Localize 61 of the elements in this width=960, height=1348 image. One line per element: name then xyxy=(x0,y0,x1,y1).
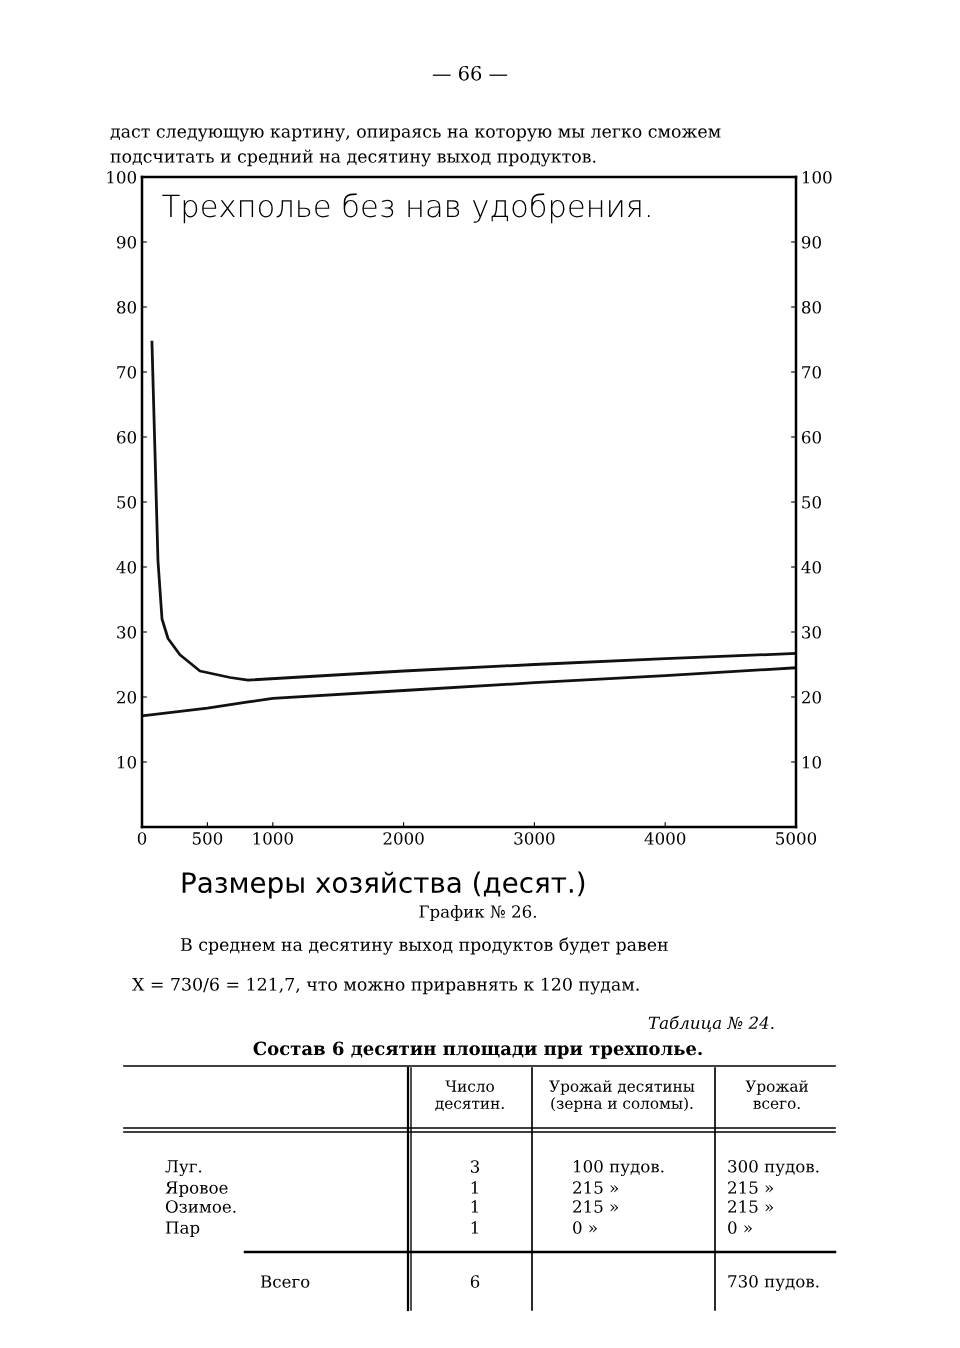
text: Урожай десятины (зерна и соломы). xyxy=(549,1080,695,1112)
line-series xyxy=(142,666,796,718)
text: 0 » xyxy=(728,1221,752,1234)
x-tick-label: 2000 xyxy=(383,832,424,845)
text: График № 26. xyxy=(419,904,536,922)
y2-tick-label: 70 xyxy=(802,365,821,379)
y2-tick-label: 90 xyxy=(801,235,821,249)
text: Яровое xyxy=(165,1181,228,1198)
x-tick-label: 3000 xyxy=(514,832,555,845)
text: — 66 — xyxy=(432,65,508,81)
x-tick-label: 500 xyxy=(192,832,223,845)
y2-tick-label: 60 xyxy=(801,430,821,444)
text: 1 xyxy=(471,1181,478,1194)
text: 215 » xyxy=(728,1200,774,1213)
y2-tick-label: 10 xyxy=(802,755,821,769)
text: Озимое. xyxy=(165,1200,236,1213)
y2-tick-label: 40 xyxy=(801,560,821,574)
y-tick-label: 100 xyxy=(107,170,137,184)
y2-tick-label: 50 xyxy=(802,495,821,509)
text: 1 xyxy=(471,1200,478,1213)
text: 215 » xyxy=(573,1200,619,1213)
text: Число десятин. xyxy=(435,1080,504,1111)
x-axis-title: Размеры хозяйства (десят.) xyxy=(182,871,585,899)
y-tick-label: 70 xyxy=(117,365,137,379)
y-tick-label: 30 xyxy=(117,625,137,639)
text: 3 xyxy=(470,1160,480,1173)
text: Состав 6 десятин площади при трехполье. xyxy=(253,1041,702,1059)
y-tick-label: 50 xyxy=(117,495,137,509)
text: 6 xyxy=(470,1275,480,1288)
x-tick-label: 0 xyxy=(137,832,147,845)
text: Пар xyxy=(165,1221,200,1238)
text: 100 пудов. xyxy=(574,1159,664,1177)
y2-tick-label: 100 xyxy=(802,170,832,184)
text: 1 xyxy=(471,1221,478,1234)
y2-tick-label: 30 xyxy=(802,625,821,639)
y2-tick-label: 80 xyxy=(801,300,821,314)
text: X = 730/6 = 121,7, что можно приравнять к 120 пудам. xyxy=(132,977,639,995)
line-series xyxy=(150,340,796,682)
text: даст следующую картину, опираясь на которую мы легко сможем xyxy=(110,128,721,142)
y-tick-label: 10 xyxy=(117,755,137,769)
x-tick-label: 5000 xyxy=(776,832,817,845)
text: В среднем на десятину выход продуктов будет равен xyxy=(180,937,668,955)
text: 215 » xyxy=(573,1181,619,1194)
y-tick-label: 40 xyxy=(116,560,137,574)
text: Урожай всего. xyxy=(745,1080,808,1109)
text: 300 пудов. xyxy=(728,1159,819,1177)
text: подсчитать и средний на десятину выход продуктов. xyxy=(110,149,596,167)
x-tick-label: 4000 xyxy=(644,832,686,845)
text: Трехполье без нав удобрения. xyxy=(162,193,650,224)
y-tick-label: 90 xyxy=(116,235,137,249)
y-tick-label: 80 xyxy=(117,300,137,314)
y-tick-label: 20 xyxy=(117,690,137,704)
y2-tick-label: 20 xyxy=(801,690,821,704)
text: Луг. xyxy=(165,1160,202,1177)
text: 0 » xyxy=(573,1221,597,1234)
text: Всего xyxy=(260,1275,310,1288)
text: 215 » xyxy=(728,1181,774,1194)
y-tick-label: 60 xyxy=(117,430,137,444)
x-tick-label: 1000 xyxy=(253,832,293,845)
text: Таблица № 24. xyxy=(648,1015,774,1033)
text: 730 пудов. xyxy=(728,1274,819,1292)
